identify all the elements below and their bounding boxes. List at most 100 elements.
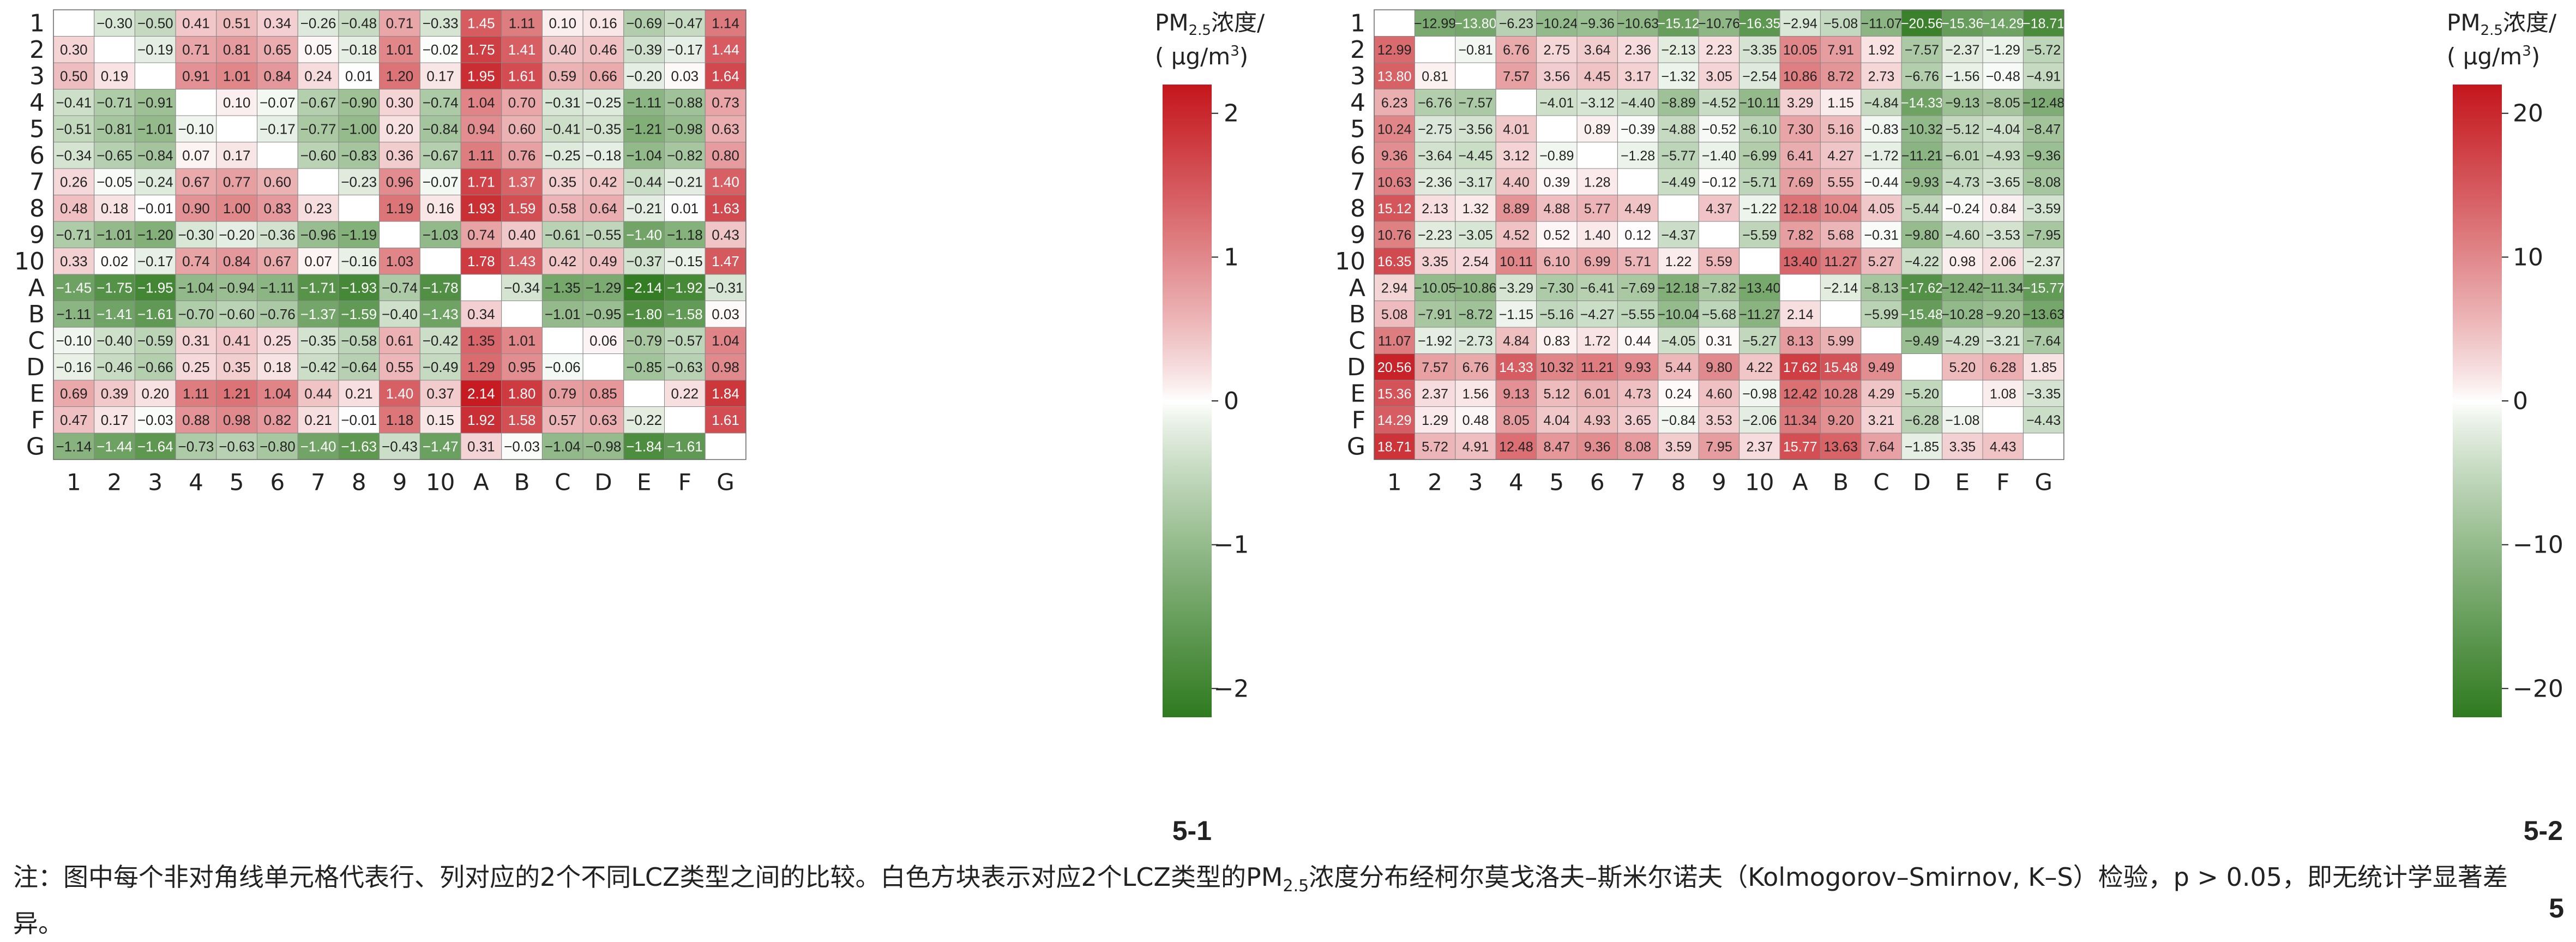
heatmap-cell-label: 1.22 — [1665, 254, 1692, 269]
heatmap-cell-label: 0.96 — [386, 174, 414, 190]
heatmap-cell — [257, 301, 298, 328]
heatmap-cell-label: 8.05 — [1503, 413, 1530, 428]
heatmap-cell-label: 0.39 — [1543, 175, 1570, 190]
heatmap-cell-label: −0.40 — [382, 306, 418, 322]
heatmap-cell — [541, 353, 583, 381]
heatmap-cell — [664, 327, 706, 354]
heatmap-cell — [2023, 248, 2065, 275]
heatmap-cell-label: −1.45 — [56, 280, 92, 296]
heatmap-cell-label: −2.54 — [1742, 69, 1777, 84]
row-tick-label: G — [26, 433, 45, 460]
heatmap-cell — [1617, 380, 1659, 407]
heatmap-cell — [338, 89, 380, 116]
heatmap-cell-label: 0.71 — [182, 41, 210, 58]
heatmap-cell-label: 5.44 — [1665, 360, 1692, 375]
heatmap-cell-label: 0.20 — [386, 121, 414, 137]
heatmap-cell — [1658, 89, 1699, 116]
heatmap-cell — [379, 433, 420, 460]
heatmap-cell-label: −4.84 — [1864, 95, 1898, 111]
heatmap-cell-label: 6.10 — [1543, 254, 1570, 269]
heatmap-cell — [1698, 301, 1740, 328]
heatmap-cell — [1374, 274, 1415, 301]
heatmap-cell-label: 0.21 — [345, 386, 373, 402]
heatmap-cell — [1374, 9, 1415, 37]
note-text-1: 注：图中每个非对角线单元格代表行、列对应的2个不同LCZ类型之间的比较。白色方块… — [13, 862, 1283, 892]
heatmap-cell — [1536, 115, 1578, 142]
heatmap-cell-label: −1.29 — [586, 280, 622, 296]
heatmap-cell — [1455, 9, 1496, 37]
heatmap-cell — [1374, 115, 1415, 142]
heatmap-cell-label: −13.63 — [2023, 307, 2065, 322]
heatmap-cell-label: −7.57 — [1905, 43, 1939, 58]
heatmap-cell — [501, 115, 543, 142]
heatmap-cell — [541, 380, 583, 407]
heatmap-cell-label: 0.55 — [386, 359, 414, 375]
heatmap-cell-label: 6.99 — [1584, 254, 1611, 269]
heatmap-cell-label: −1.72 — [1864, 148, 1898, 164]
heatmap-cell-label: 1.35 — [467, 333, 495, 349]
heatmap-cell-label: 1.84 — [712, 386, 739, 402]
heatmap-cell — [1820, 168, 1862, 195]
heatmap-cell-label: 0.23 — [304, 200, 332, 217]
heatmap-cell-label: −0.02 — [423, 41, 459, 58]
heatmap-cell-label: 4.22 — [1746, 360, 1773, 375]
heatmap-cell-label: 3.65 — [1624, 413, 1651, 428]
row-tick-label: 5 — [1350, 115, 1365, 143]
heatmap-cell — [53, 89, 95, 116]
heatmap-cell-label: −0.85 — [626, 359, 662, 375]
heatmap-cell — [1576, 406, 1618, 434]
heatmap-cell-label: 9.49 — [1868, 360, 1895, 375]
heatmap-cell — [257, 115, 298, 142]
heatmap-cell — [379, 9, 420, 37]
heatmap-cell-label: 0.12 — [1624, 227, 1651, 243]
heatmap-cell-label: −4.04 — [1986, 122, 2020, 137]
heatmap-cell-label: −1.18 — [667, 227, 703, 243]
heatmap-cell — [1901, 9, 1943, 37]
col-tick-label: G — [2035, 469, 2053, 496]
heatmap-cell — [1495, 327, 1537, 354]
heatmap-cell — [1414, 36, 1456, 63]
heatmap-cell-label: −0.40 — [97, 333, 133, 349]
heatmap-cell — [1820, 36, 1862, 63]
heatmap-cell-label: −0.89 — [1539, 148, 1574, 164]
heatmap-cell-label: 0.95 — [508, 359, 536, 375]
heatmap-cell — [1536, 380, 1578, 407]
heatmap-cell-label: 1.78 — [467, 253, 495, 269]
heatmap-cell — [2023, 168, 2065, 195]
heatmap-cell — [419, 195, 461, 222]
heatmap-cell-label: 0.07 — [304, 253, 332, 269]
heatmap-cell — [1739, 195, 1780, 222]
heatmap-cell-label: −0.20 — [626, 68, 662, 85]
heatmap-cell — [1739, 380, 1780, 407]
heatmap-cell — [175, 195, 217, 222]
heatmap-cell — [1455, 195, 1496, 222]
heatmap-cell-label: 0.80 — [712, 147, 739, 164]
heatmap-cell-label: 0.73 — [712, 94, 739, 111]
heatmap-cell — [623, 168, 665, 195]
heatmap-cell — [1617, 115, 1659, 142]
heatmap-cell — [501, 380, 543, 407]
colorbar-tick-label: 0 — [2513, 387, 2528, 415]
heatmap-cell-label: 0.40 — [508, 227, 536, 243]
heatmap-cell — [379, 115, 420, 142]
heatmap-cell — [582, 115, 624, 142]
heatmap-cell-label: −4.60 — [1945, 227, 1979, 243]
heatmap-cell — [175, 433, 217, 460]
heatmap-cell-label: −9.20 — [1986, 307, 2020, 322]
heatmap-cell-label: −3.35 — [2026, 386, 2061, 401]
row-tick-label: E — [1350, 380, 1365, 407]
heatmap-cell-label: −3.53 — [1986, 227, 2020, 243]
heatmap-cell-label: −3.65 — [1986, 175, 2020, 190]
heatmap-cell-label: −0.39 — [1621, 122, 1655, 137]
heatmap-cell — [216, 406, 257, 434]
heatmap-cell-label: −1.04 — [178, 280, 214, 296]
heatmap-cell-label: 0.42 — [589, 174, 617, 190]
heatmap-cell — [623, 62, 665, 89]
heatmap-cell-label: −4.40 — [1621, 95, 1655, 111]
heatmap-cell-label: 0.36 — [386, 147, 414, 164]
heatmap-cell — [1942, 168, 1983, 195]
figure-canvas: −0.30 −0.50 0.41 0.51 0.34 −0.26 −0.48 0.71 −0.3… — [14, 9, 2563, 846]
heatmap-cell — [1739, 168, 1780, 195]
heatmap-cell-label: −0.84 — [423, 121, 459, 137]
heatmap-cell — [1739, 353, 1780, 381]
